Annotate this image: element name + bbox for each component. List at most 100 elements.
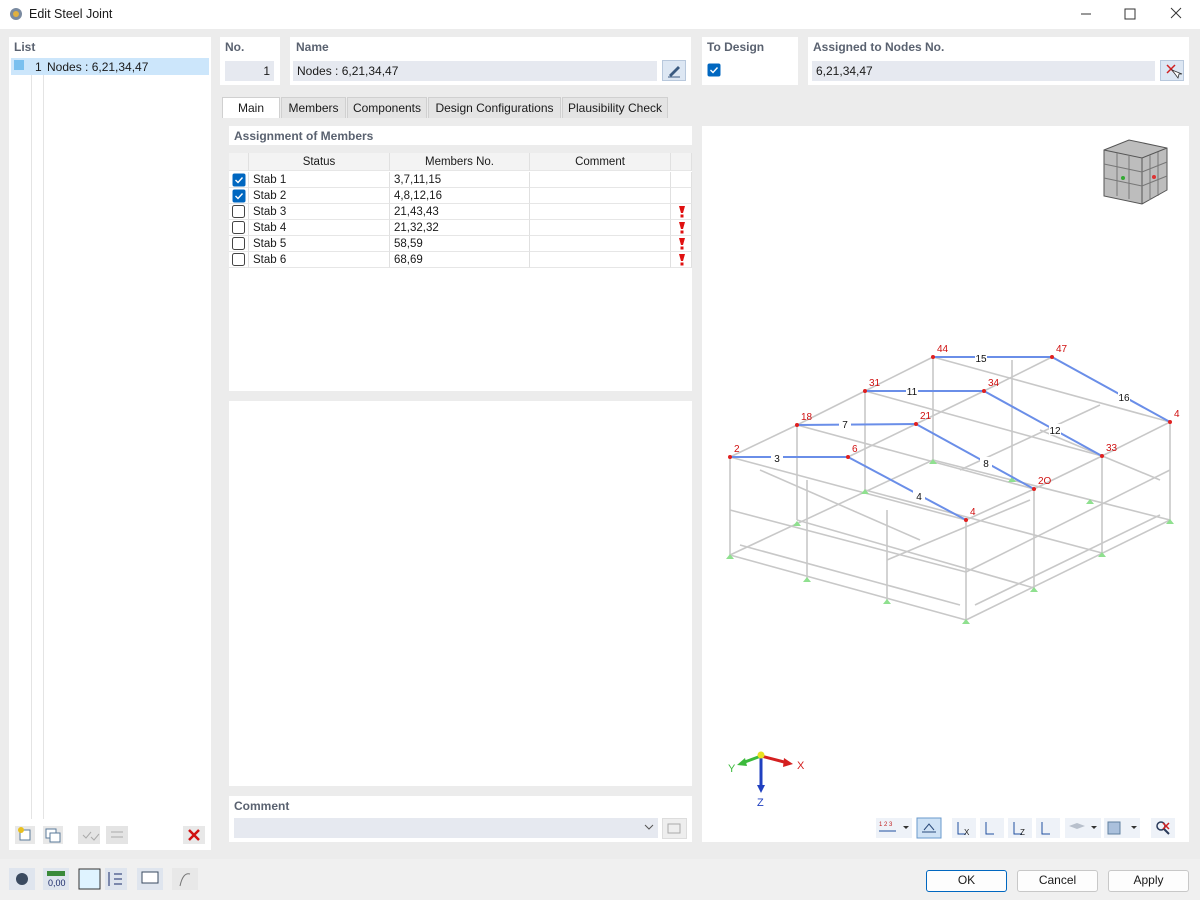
status-cell: Stab 1	[249, 172, 390, 188]
node-point	[982, 389, 986, 393]
warning-cell	[671, 220, 692, 236]
tab[interactable]: Plausibility Check	[562, 97, 668, 118]
row-checkbox[interactable]	[232, 253, 246, 267]
comment-cell	[530, 188, 671, 204]
status-cell: Stab 4	[249, 220, 390, 236]
axis-gizmo: X Y Z	[728, 751, 805, 809]
node-point	[931, 355, 935, 359]
view-cube[interactable]	[1103, 139, 1168, 205]
warning-dot	[680, 262, 684, 266]
frame-member	[965, 469, 1171, 573]
support	[1030, 587, 1038, 592]
list-panel: List 1 Nodes : 6,21,34,47	[9, 37, 211, 850]
node-point	[1168, 420, 1172, 424]
tab[interactable]: Design Configurations	[428, 97, 561, 118]
to-design-panel: To Design	[702, 37, 798, 85]
joint-member	[796, 423, 917, 426]
row-checkbox[interactable]	[232, 237, 246, 251]
item-color	[14, 60, 24, 70]
ok-button[interactable]: OK	[926, 870, 1007, 892]
member-label-bg	[975, 352, 987, 363]
name-value[interactable]: Nodes : 6,21,34,47	[293, 61, 657, 81]
warning-shape	[679, 222, 685, 229]
support	[1098, 552, 1106, 557]
tab[interactable]: Members	[281, 97, 346, 118]
support	[1008, 477, 1016, 482]
window-controls[interactable]	[1075, 4, 1195, 24]
row-checkbox[interactable]	[232, 173, 246, 187]
tab[interactable]: Main	[222, 97, 280, 118]
column-header: Members No.	[390, 153, 530, 171]
node-point	[795, 423, 799, 427]
members-cell: 68,69	[390, 252, 530, 268]
frame-member	[864, 489, 1103, 554]
support	[962, 619, 970, 624]
name-panel: Name Nodes : 6,21,34,47	[290, 37, 691, 85]
checkbox-box	[232, 253, 245, 266]
apply-button[interactable]: Apply	[1108, 870, 1189, 892]
item-number: 1	[35, 60, 42, 74]
node-label: 6	[852, 444, 858, 455]
member-label: 15	[975, 354, 987, 365]
assignment-title: Assignment of Members	[234, 129, 374, 143]
assigned-panel: Assigned to Nodes No. 6,21,34,47	[808, 37, 1189, 85]
check-cell	[229, 252, 249, 268]
comment-label: Comment	[234, 799, 290, 813]
header-cell	[229, 153, 249, 171]
support	[929, 459, 937, 464]
comment-cell	[530, 252, 671, 268]
member-label-bg	[980, 457, 992, 468]
steel-joint-members	[730, 356, 1171, 521]
table-band	[229, 145, 692, 153]
node-point	[914, 422, 918, 426]
frame-member	[796, 519, 1035, 589]
check-cell	[229, 204, 249, 220]
warning-shape	[679, 206, 685, 213]
pick-nodes-button[interactable]	[1160, 60, 1184, 81]
comment-button[interactable]	[662, 818, 687, 839]
row-checkbox[interactable]	[232, 221, 246, 235]
warning-icon	[679, 238, 685, 250]
bottom-toolbar[interactable]: 0,00	[8, 866, 203, 892]
comment-cell	[530, 220, 671, 236]
node-point	[1050, 355, 1054, 359]
status-cell: Stab 2	[249, 188, 390, 204]
checkbox-box	[232, 173, 246, 187]
frame-member	[983, 356, 1053, 392]
row-checkbox[interactable]	[232, 205, 246, 219]
node-label: 2	[734, 444, 740, 455]
frame-member	[915, 390, 985, 425]
header-cell	[671, 153, 692, 171]
member-label-bg	[913, 490, 925, 501]
member-label-bg	[1049, 424, 1061, 435]
frame-member	[1101, 421, 1171, 457]
tab[interactable]: Components	[347, 97, 427, 118]
frame-member	[796, 424, 1035, 490]
cancel-button[interactable]: Cancel	[1017, 870, 1098, 892]
list-toolbar[interactable]	[13, 823, 208, 847]
joint-member	[983, 390, 1103, 457]
warning-icon	[679, 222, 685, 234]
assignment-table: Status Members No. Comment Stab 1 3,7,11,15 S…	[229, 145, 692, 269]
warning-dot	[680, 230, 684, 234]
view-toolbar[interactable]: 1 2 3 X Z	[876, 817, 1175, 839]
comment-cell	[530, 236, 671, 252]
3d-view[interactable]: 44 47 31 34 18 21 2 6 4 33 2O 4 15 11 16 7 12 3 8 4 X Y Z 1…	[702, 126, 1189, 842]
comment-input[interactable]	[234, 818, 658, 838]
support	[861, 489, 869, 494]
frame-member	[739, 544, 961, 606]
assigned-value[interactable]: 6,21,34,47	[812, 61, 1155, 81]
node-point	[1100, 454, 1104, 458]
checkbox-box	[707, 63, 721, 77]
assignment-panel: Assignment of Members Status Members No. C…	[229, 126, 692, 391]
frame-member	[864, 356, 934, 392]
tab-bar: Main Members Components Design Configuratio…	[222, 97, 682, 119]
row-checkbox[interactable]	[232, 189, 246, 203]
edit-name-button[interactable]	[662, 60, 686, 81]
frame-member	[729, 456, 967, 521]
list-item[interactable]: 1 Nodes : 6,21,34,47	[11, 58, 209, 75]
support	[803, 577, 811, 582]
to-design-checkbox[interactable]	[707, 63, 721, 77]
title-bar: Edit Steel Joint	[0, 0, 1200, 29]
warning-dot	[680, 214, 684, 218]
